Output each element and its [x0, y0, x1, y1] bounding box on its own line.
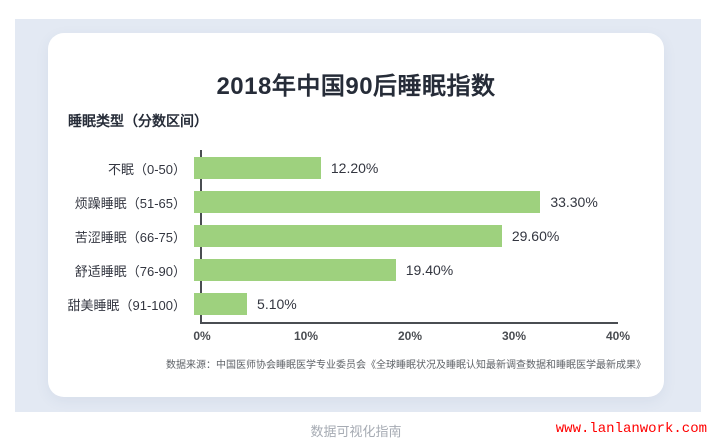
category-label: 不眠（0-50） [107, 161, 186, 177]
bar-row: 甜美睡眠（91-100） 5.10% [48, 287, 664, 321]
bar [194, 191, 541, 213]
category-label: 舒适睡眠（76-90） [74, 263, 186, 279]
x-tick-label: 20% [397, 329, 423, 343]
bar-value-label: 5.10% [257, 296, 297, 312]
bar-row: 舒适睡眠（76-90） 19.40% [48, 253, 664, 287]
bar [194, 293, 248, 315]
category-label: 甜美睡眠（91-100） [67, 297, 186, 313]
bar-track: 12.20% [194, 157, 610, 179]
y-axis-title: 睡眠类型（分数区间） [68, 113, 208, 129]
chart-title: 2018年中国90后睡眠指数 [216, 73, 496, 100]
watermark-text: 数据可视化指南 [310, 424, 402, 439]
category-label: 烦躁睡眠（51-65） [74, 195, 186, 211]
bar-value-label: 19.40% [405, 262, 454, 278]
bar-row: 苦涩睡眠（66-75） 29.60% [48, 219, 664, 253]
x-axis-line [202, 322, 618, 324]
x-tick-label: 30% [501, 329, 527, 343]
chart-card: 2018年中国90后睡眠指数 睡眠类型（分数区间） 不眠（0-50） 12.20… [48, 33, 664, 397]
bar-row: 烦躁睡眠（51-65） 33.30% [48, 185, 664, 219]
bar [194, 157, 321, 179]
data-source-note: 数据来源：中国医师协会睡眠医学专业委员会《全球睡眠状况及睡眠认知最新调查数据和睡… [166, 360, 646, 371]
bar-row: 不眠（0-50） 12.20% [48, 151, 664, 185]
x-axis-ticks: 0% 10% 20% 30% 40% [193, 329, 630, 345]
bar-track: 29.60% [194, 225, 610, 247]
bar [194, 259, 396, 281]
x-tick-label: 0% [193, 329, 211, 343]
page-footer: 数据可视化指南 www.lanlanwork.com [0, 412, 712, 447]
bar-value-label: 29.60% [511, 228, 560, 244]
category-label: 苦涩睡眠（66-75） [74, 229, 186, 245]
bar-track: 19.40% [194, 259, 610, 281]
bar-track: 5.10% [194, 293, 610, 315]
bar-track: 33.30% [194, 191, 610, 213]
bar [194, 225, 502, 247]
bar-rows: 不眠（0-50） 12.20% 烦躁睡眠（51-65） 33.30% 苦涩睡眠（… [48, 151, 664, 321]
x-tick-label: 10% [293, 329, 319, 343]
website-link[interactable]: www.lanlanwork.com [555, 421, 707, 437]
x-tick-label: 40% [605, 329, 631, 343]
bar-value-label: 12.20% [330, 160, 379, 176]
bar-value-label: 33.30% [550, 194, 598, 210]
